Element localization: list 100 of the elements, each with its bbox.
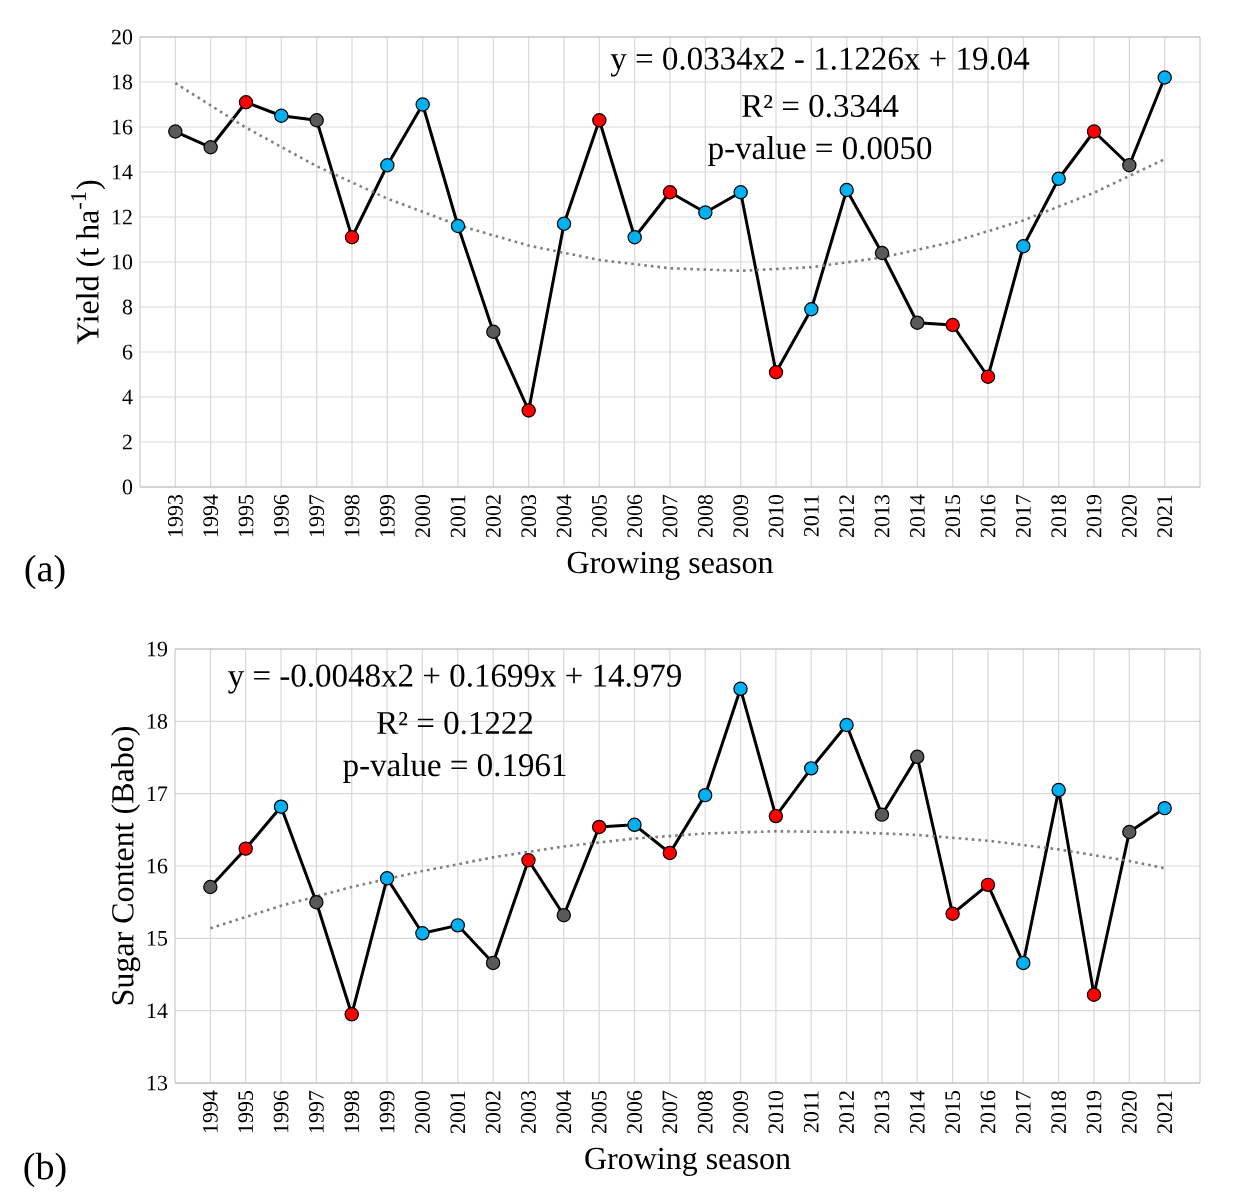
point [1016, 239, 1031, 254]
x-tick-label: 2006 [627, 1090, 642, 1134]
point [874, 807, 890, 822]
point [344, 230, 360, 245]
point [238, 841, 253, 856]
point [662, 845, 678, 861]
x-tick-label: 2017 [1015, 1090, 1031, 1134]
point [839, 182, 854, 198]
x-tick-label: 2010 [768, 494, 784, 538]
x-tick-label: 2000 [415, 1090, 430, 1134]
point [1016, 955, 1031, 971]
point [556, 216, 572, 231]
x-tick-label: 2014 [909, 1090, 925, 1134]
x-tick-label: 1998 [344, 1090, 360, 1133]
point [874, 245, 890, 261]
point [592, 113, 607, 128]
y-tick-label: 8 [122, 299, 133, 315]
annotation: y = 0.0334x2 - 1.1226x + 19.04 [610, 47, 1030, 77]
x-tick-label: 2008 [697, 1090, 713, 1134]
y-tick-label: 13 [147, 1075, 168, 1091]
y-tick-label: 20 [111, 29, 133, 45]
point [380, 158, 395, 173]
x-tick-label: 2017 [1015, 494, 1031, 538]
y-tick-label: 18 [112, 74, 133, 90]
point [485, 955, 501, 971]
x-tick-label: 2008 [697, 494, 713, 538]
x-tick-label: 2003 [521, 1090, 536, 1134]
x-tick-label: 2005 [591, 1090, 607, 1134]
y-tick-label: 10 [112, 254, 133, 270]
point [450, 918, 465, 933]
point [203, 140, 218, 155]
x-tick-label: 2002 [485, 495, 501, 538]
y-tick-label: 18 [147, 713, 168, 729]
x-tick-label: 2001 [450, 1091, 466, 1134]
x-tick-label: 2015 [945, 1090, 961, 1134]
x-tick-label: 2007 [662, 494, 678, 538]
x-tick-label: 2013 [874, 494, 890, 538]
x-tick-label: 2007 [662, 1090, 678, 1134]
y-axis-title: Yield (t ha$^{-1}$) [71, 180, 106, 345]
annotation: y = -0.0048x2 + 0.1699x + 14.979 [228, 664, 681, 694]
y-tick-label: 4 [122, 389, 133, 405]
point [627, 817, 642, 832]
point [521, 853, 536, 868]
x-tick-label: 2019 [1086, 1090, 1102, 1134]
x-tick-label: 1999 [379, 1090, 395, 1133]
point [168, 124, 183, 139]
point [274, 108, 289, 123]
x-tick-label: 2013 [874, 1090, 890, 1134]
x-tick-label: 2004 [556, 494, 572, 538]
point [1157, 800, 1172, 816]
point [450, 218, 466, 234]
point [733, 681, 748, 697]
point [804, 761, 819, 776]
x-tick-label: 2002 [485, 1091, 501, 1134]
point [980, 877, 996, 893]
y-tick-label: 17 [147, 786, 168, 801]
point [309, 113, 324, 128]
point [1122, 824, 1137, 840]
point [910, 315, 925, 330]
point [344, 1007, 359, 1022]
point [910, 749, 925, 764]
point [486, 324, 501, 339]
x-axis-title: Growing season [567, 551, 774, 580]
line-series [174, 81, 1166, 273]
x-tick-label: 2016 [980, 1090, 996, 1134]
text: (a) [25, 554, 65, 590]
x-tick-label: 1993 [167, 494, 183, 537]
x-tick-label: 2019 [1086, 494, 1102, 538]
point [379, 871, 395, 886]
y-tick-label: 2 [122, 434, 132, 450]
text: (b) [24, 1152, 66, 1188]
y-tick-label: 16 [112, 119, 133, 135]
point [1122, 158, 1137, 173]
x-tick-label: 2011 [803, 1091, 819, 1133]
point [309, 894, 324, 910]
point [945, 906, 960, 921]
y-tick-label: 12 [112, 209, 132, 225]
point [662, 185, 678, 200]
y-tick-label: 16 [147, 858, 168, 874]
x-tick-label: 1995 [238, 494, 254, 537]
x-axis-title: Growing season [585, 1147, 791, 1176]
annotation: R² = 0.1222 [377, 711, 533, 735]
point [238, 95, 254, 110]
x-tick-label: 1998 [344, 494, 360, 537]
y-tick-label: 19 [147, 641, 168, 657]
x-tick-label: 1996 [273, 1090, 289, 1133]
point [1086, 987, 1102, 1002]
x-tick-label: 2010 [768, 1090, 784, 1134]
x-tick-label: 1994 [202, 1090, 218, 1133]
x-tick-label: 2016 [980, 494, 996, 538]
x-tick-label: 1999 [379, 494, 395, 537]
annotation: p-value = 0.0050 [708, 136, 932, 166]
point [1051, 171, 1066, 186]
point [698, 205, 713, 220]
x-tick-label: 2020 [1121, 494, 1137, 538]
x-tick-label: 1994 [203, 494, 219, 537]
point [768, 365, 784, 380]
point [733, 185, 748, 200]
x-tick-label: 2006 [627, 494, 643, 538]
point [1051, 782, 1066, 798]
